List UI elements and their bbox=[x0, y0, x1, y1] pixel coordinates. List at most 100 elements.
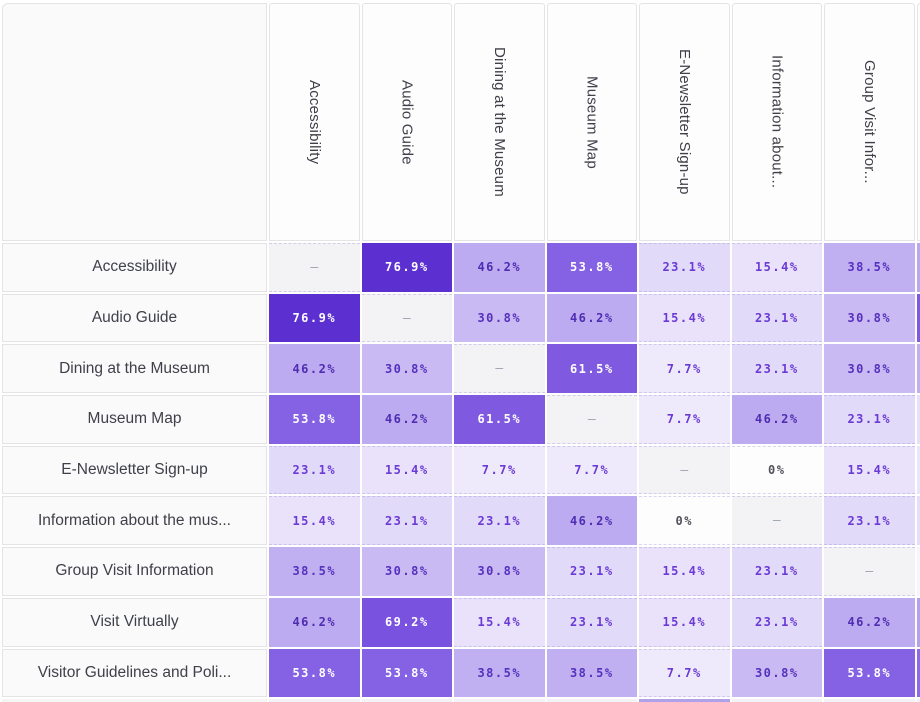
heatmap-cell[interactable]: 38.5% bbox=[269, 547, 360, 596]
heatmap-cell[interactable]: 7.7% bbox=[639, 395, 730, 444]
heatmap-cell[interactable]: 23.1% bbox=[731, 344, 822, 394]
heatmap-cell[interactable]: 61.5% bbox=[454, 395, 545, 444]
heatmap-cell[interactable]: – bbox=[361, 293, 452, 343]
heatmap-cell[interactable]: 30.8% bbox=[824, 344, 915, 394]
heatmap-cell[interactable]: 76.9% bbox=[269, 293, 360, 343]
heatmap-cell[interactable]: – bbox=[269, 243, 360, 292]
heatmap-cell[interactable]: 23.1% bbox=[731, 293, 822, 343]
heatmap-cell[interactable]: 38.5% bbox=[454, 648, 545, 698]
heatmap-cell[interactable]: 15.4% bbox=[639, 293, 730, 343]
row-label: Museum Map bbox=[2, 395, 267, 444]
row-label: Visit Virtually bbox=[2, 597, 267, 647]
row-label: Group Visit Information bbox=[2, 547, 267, 596]
heatmap-cell[interactable]: 15.4% bbox=[361, 445, 452, 495]
heatmap-cell[interactable]: – bbox=[546, 395, 637, 444]
heatmap-cell[interactable]: 30.8% bbox=[361, 547, 452, 596]
heatmap-cell-clipped bbox=[454, 699, 545, 702]
heatmap-cell[interactable]: 30.8% bbox=[361, 344, 452, 394]
heatmap-cell[interactable]: 23.1% bbox=[546, 547, 637, 596]
heatmap-cell[interactable]: 15.4% bbox=[269, 496, 360, 546]
heatmap-cell[interactable]: 15.4% bbox=[731, 243, 822, 292]
column-header: Dining at the Museum bbox=[454, 3, 545, 241]
heatmap-cell[interactable]: 53.8% bbox=[269, 395, 360, 444]
heatmap-cell[interactable]: 7.7% bbox=[546, 445, 637, 495]
heatmap-cell[interactable]: 23.1% bbox=[269, 445, 360, 495]
row-label: E-Newsletter Sign-up bbox=[2, 445, 267, 495]
row-label: Dining at the Museum bbox=[2, 344, 267, 394]
heatmap-cell[interactable]: 23.1% bbox=[731, 547, 822, 596]
heatmap-cell-clipped bbox=[916, 344, 920, 394]
heatmap-cell-clipped bbox=[731, 699, 822, 702]
heatmap-cell[interactable]: 53.8% bbox=[361, 648, 452, 698]
heatmap-cell[interactable]: 15.4% bbox=[639, 597, 730, 647]
heatmap-cell[interactable]: 23.1% bbox=[546, 597, 637, 647]
heatmap-cell[interactable]: 38.5% bbox=[546, 648, 637, 698]
heatmap-cell[interactable]: 30.8% bbox=[454, 547, 545, 596]
heatmap-cell[interactable]: 46.2% bbox=[269, 597, 360, 647]
row-label: Visitor Guidelines and Poli... bbox=[2, 648, 267, 698]
column-header: Group Visit Infor... bbox=[824, 3, 915, 241]
heatmap-cell-clipped bbox=[916, 395, 920, 444]
heatmap-cell[interactable]: 46.2% bbox=[824, 597, 915, 647]
heatmap-cell[interactable]: 76.9% bbox=[361, 243, 452, 292]
column-header: E-Newsletter Sign-up bbox=[639, 3, 730, 241]
column-header: Information about... bbox=[731, 3, 822, 241]
row-label-clipped bbox=[2, 699, 267, 702]
heatmap-cell[interactable]: 53.8% bbox=[824, 648, 915, 698]
heatmap-cell-clipped bbox=[916, 699, 920, 702]
heatmap-cell[interactable]: 46.2% bbox=[731, 395, 822, 444]
heatmap-cell-clipped bbox=[824, 699, 915, 702]
heatmap-cell[interactable]: 23.1% bbox=[731, 597, 822, 647]
heatmap-cell[interactable]: 30.8% bbox=[731, 648, 822, 698]
heatmap-cell[interactable]: 7.7% bbox=[454, 445, 545, 495]
column-header: Museum Map bbox=[546, 3, 637, 241]
heatmap-cell[interactable]: 38.5% bbox=[824, 243, 915, 292]
heatmap-cell[interactable]: 15.4% bbox=[639, 547, 730, 596]
heatmap-cell[interactable]: 15.4% bbox=[454, 597, 545, 647]
heatmap-cell[interactable]: 61.5% bbox=[546, 344, 637, 394]
heatmap-cell[interactable]: 46.2% bbox=[546, 496, 637, 546]
heatmap-cell-clipped bbox=[361, 699, 452, 702]
heatmap-cell[interactable]: 46.2% bbox=[454, 243, 545, 292]
heatmap-cell[interactable]: – bbox=[731, 496, 822, 546]
column-header: Audio Guide bbox=[361, 3, 452, 241]
heatmap-cell[interactable]: 53.8% bbox=[546, 243, 637, 292]
heatmap-cell[interactable]: 46.2% bbox=[361, 395, 452, 444]
heatmap-cell[interactable]: 15.4% bbox=[824, 445, 915, 495]
heatmap-cell[interactable]: – bbox=[639, 445, 730, 495]
heatmap-cell[interactable]: 23.1% bbox=[824, 395, 915, 444]
heatmap-cell[interactable]: 0% bbox=[731, 445, 822, 495]
heatmap-cell[interactable]: 7.7% bbox=[639, 648, 730, 698]
heatmap-cell[interactable]: 23.1% bbox=[454, 496, 545, 546]
row-label: Accessibility bbox=[2, 243, 267, 292]
heatmap-cell-clipped bbox=[916, 496, 920, 546]
heatmap-cell-clipped bbox=[916, 445, 920, 495]
heatmap-cell-clipped bbox=[916, 293, 920, 343]
heatmap-cell[interactable]: 30.8% bbox=[824, 293, 915, 343]
heatmap-cell[interactable]: 0% bbox=[639, 496, 730, 546]
heatmap-cell[interactable]: 23.1% bbox=[361, 496, 452, 546]
heatmap-cell[interactable]: 7.7% bbox=[639, 344, 730, 394]
heatmap-cell-clipped bbox=[639, 699, 730, 702]
heatmap-cell[interactable]: 23.1% bbox=[824, 496, 915, 546]
matrix-corner-cell bbox=[2, 3, 267, 241]
heatmap-cell[interactable]: 46.2% bbox=[269, 344, 360, 394]
heatmap-cell[interactable]: – bbox=[824, 547, 915, 596]
column-header: Accessibility bbox=[269, 3, 360, 241]
row-label: Information about the mus... bbox=[2, 496, 267, 546]
heatmap-cell-clipped bbox=[916, 597, 920, 647]
heatmap-cell-clipped bbox=[916, 243, 920, 292]
heatmap-cell[interactable]: – bbox=[454, 344, 545, 394]
heatmap-cell[interactable]: 23.1% bbox=[639, 243, 730, 292]
heatmap-cell[interactable]: 69.2% bbox=[361, 597, 452, 647]
heatmap-cell-clipped bbox=[269, 699, 360, 702]
heatmap-cell-clipped bbox=[546, 699, 637, 702]
row-label: Audio Guide bbox=[2, 293, 267, 343]
column-header-clipped bbox=[916, 3, 920, 241]
heatmap-cell-clipped bbox=[916, 547, 920, 596]
heatmap-cell-clipped bbox=[916, 648, 920, 698]
heatmap-cell[interactable]: 53.8% bbox=[269, 648, 360, 698]
heatmap-cell[interactable]: 30.8% bbox=[454, 293, 545, 343]
heatmap-cell[interactable]: 46.2% bbox=[546, 293, 637, 343]
